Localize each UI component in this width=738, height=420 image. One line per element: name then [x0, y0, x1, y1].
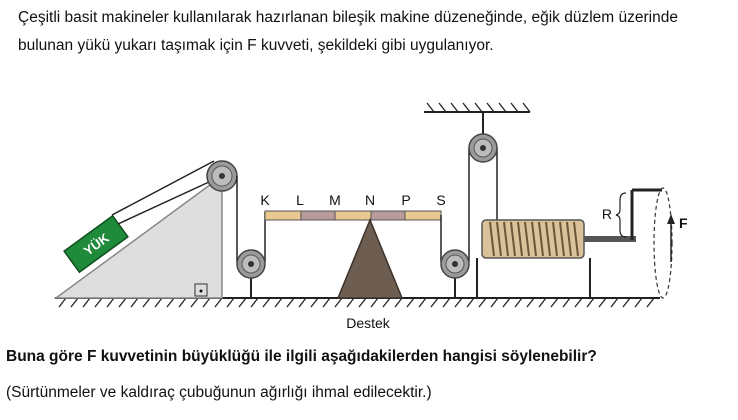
lever-bar — [264, 210, 442, 221]
intro-text: Çeşitli basit makineler kullanılarak haz… — [18, 9, 678, 54]
rope-incline-inner — [117, 175, 223, 225]
fulcrum-support — [336, 218, 404, 299]
radius-bracket — [615, 192, 627, 238]
lever-point-l: L — [296, 192, 304, 208]
lever-point-p: P — [401, 192, 410, 208]
support-label: Destek — [346, 315, 391, 331]
force-label: F — [679, 215, 688, 231]
right-bottom-pulley — [440, 249, 470, 298]
lever-point-m: M — [329, 192, 341, 208]
lever-point-s: S — [436, 192, 445, 208]
rotation-path — [653, 187, 673, 299]
lever-point-n: N — [365, 192, 375, 208]
winch-drum — [476, 219, 636, 298]
question-text: Buna göre F kuvvetinin büyüklüğü ile ilg… — [6, 348, 597, 365]
inclined-plane — [53, 174, 223, 299]
lever-point-k: K — [260, 192, 270, 208]
ceiling-pulley — [468, 112, 498, 163]
compound-machine-diagram: YÜK K L M N P S Destek — [53, 102, 688, 331]
note-text: (Sürtünmeler ve kaldıraç çubuğunun ağırl… — [6, 384, 432, 401]
rope-incline-outer — [111, 160, 215, 216]
left-bottom-pulley — [236, 249, 266, 298]
lever-point-labels: K L M N P S — [260, 192, 445, 208]
incline-pulley — [206, 160, 238, 192]
ceiling — [424, 102, 531, 113]
crank-handle — [630, 188, 662, 240]
force-arrow — [667, 214, 675, 262]
ground — [55, 297, 660, 308]
radius-label: R — [602, 206, 612, 222]
right-angle-mark — [194, 283, 208, 297]
